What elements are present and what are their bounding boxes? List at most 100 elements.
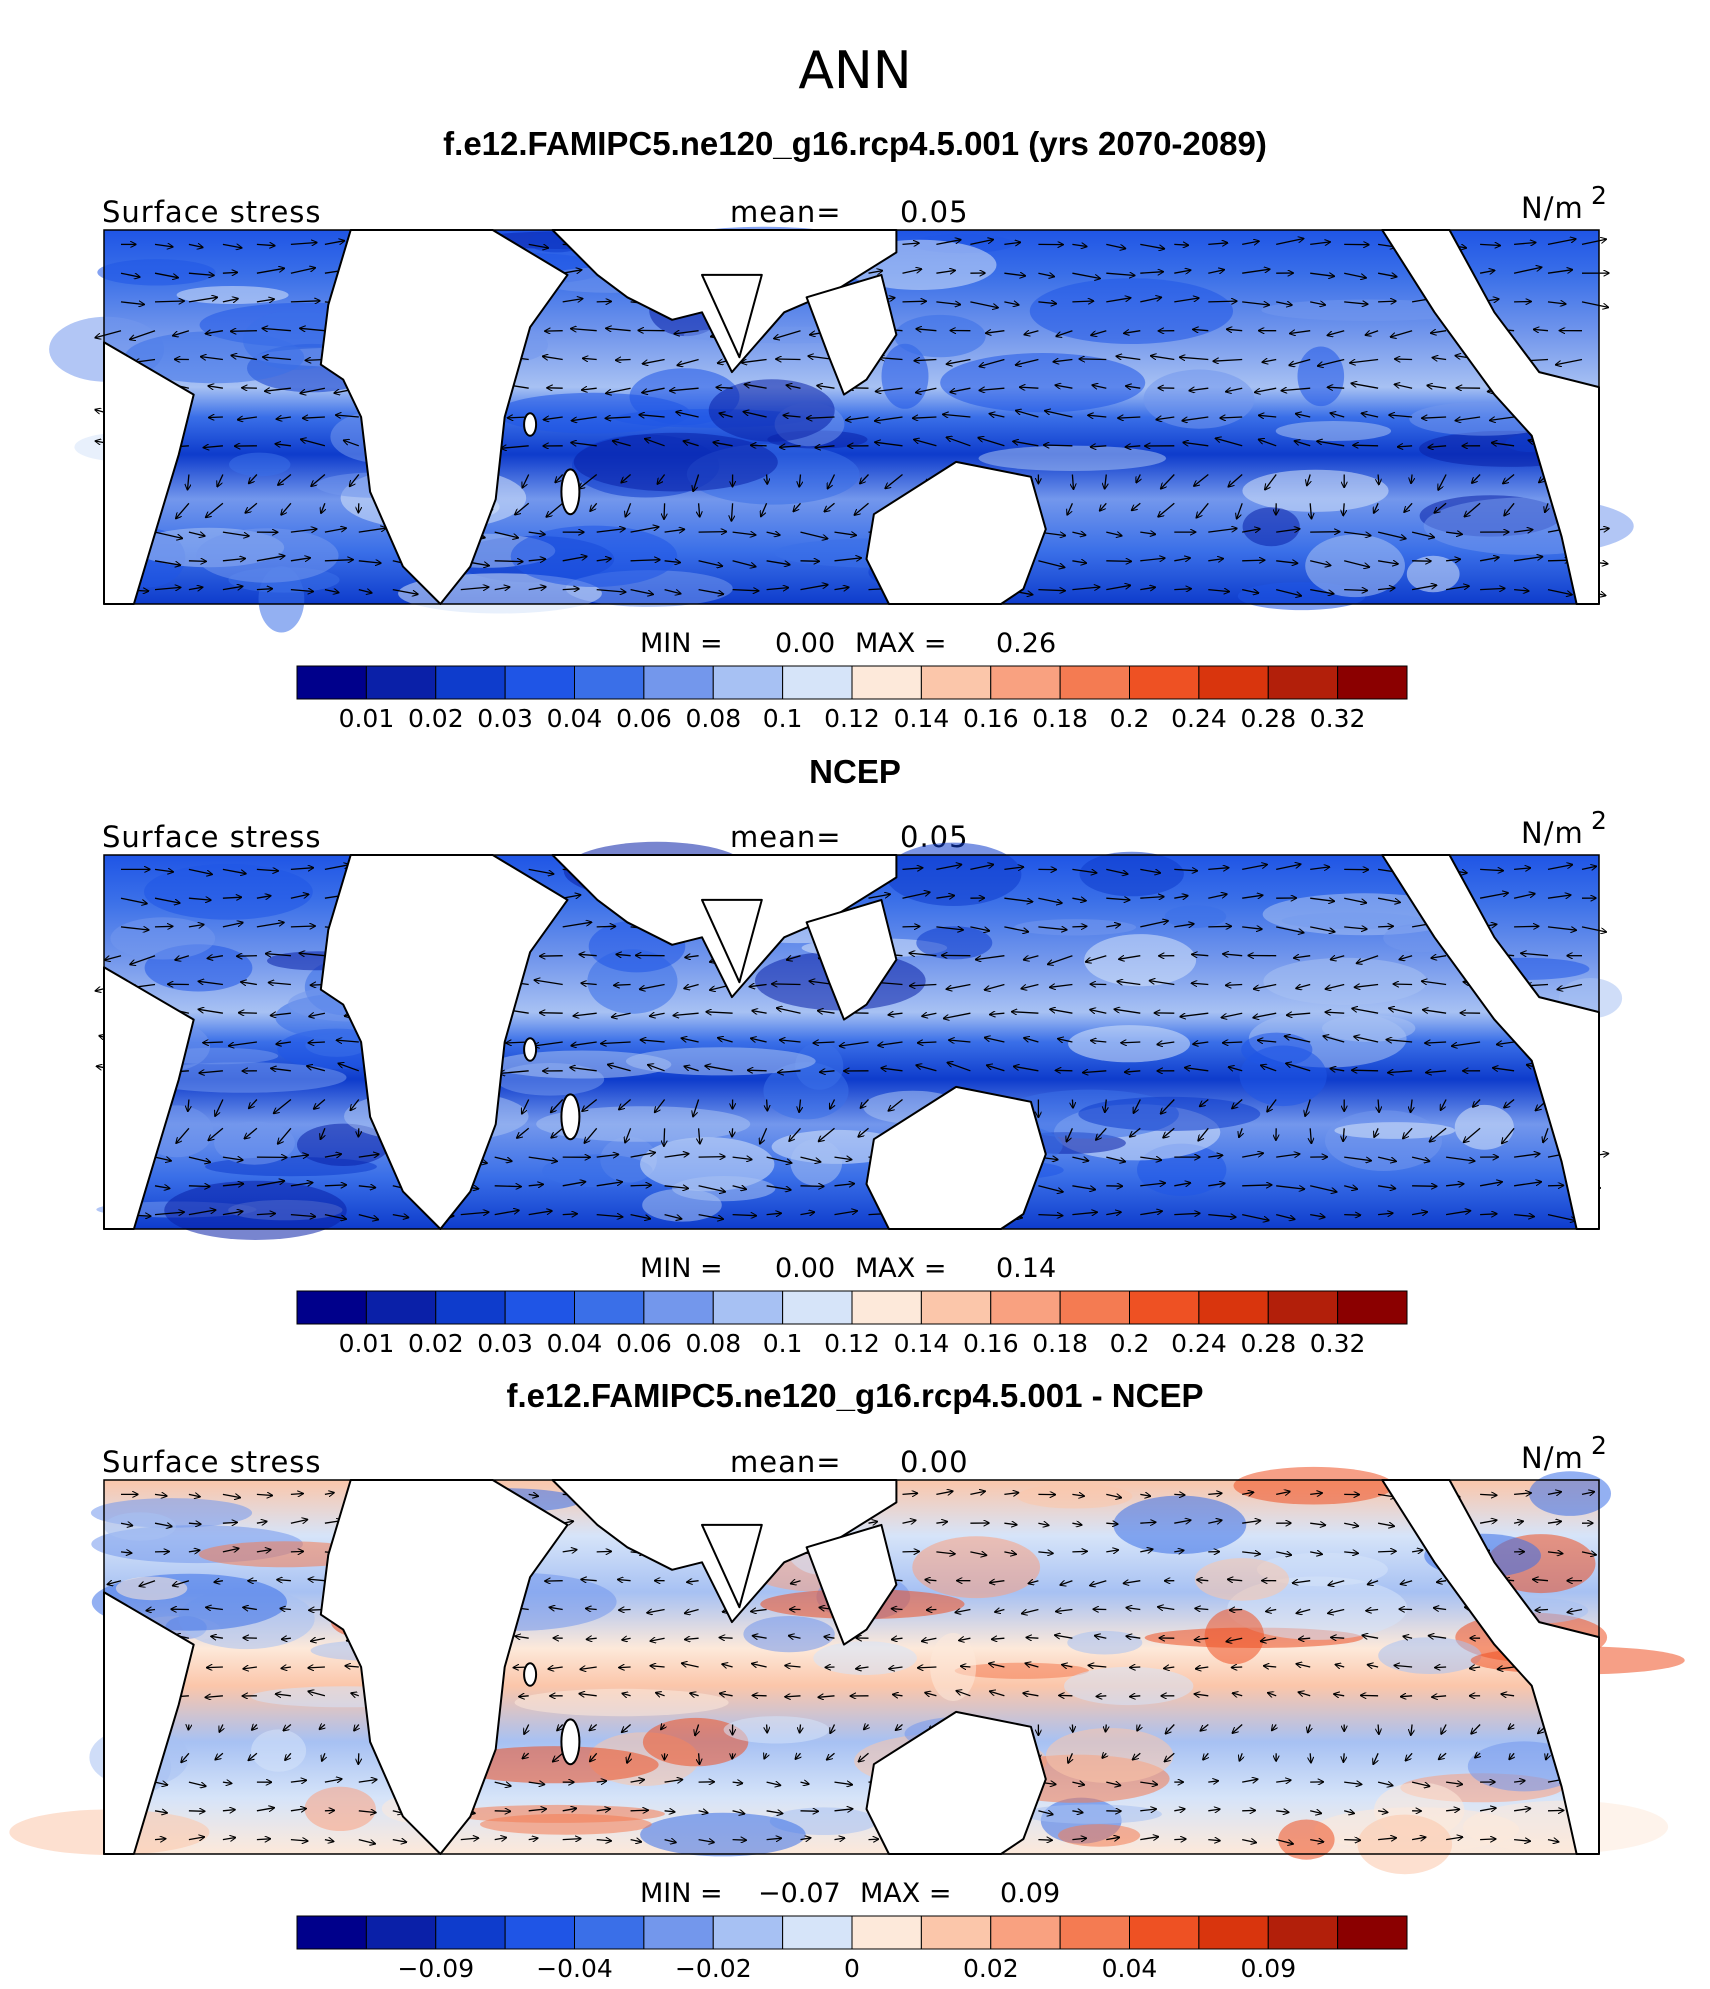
- stress-vector: [1208, 528, 1237, 533]
- stress-vector: [1556, 358, 1583, 365]
- panel-title: NCEP: [809, 753, 901, 790]
- stress-vector: [543, 417, 563, 420]
- panel-title: f.e12.FAMIPC5.ne120_g16.rcp4.5.001 - NCE…: [507, 1377, 1204, 1414]
- stress-vector: [1258, 1040, 1277, 1042]
- stress-vector: [1401, 1696, 1413, 1697]
- colorbar-tick-label: 0.01: [339, 704, 395, 733]
- stress-vector: [936, 240, 961, 246]
- colorbar-tick-label: 0.16: [963, 1329, 1019, 1358]
- stress-vector: [1262, 360, 1277, 363]
- mean-value: 0.00: [900, 1445, 969, 1479]
- stress-vector: [1543, 1128, 1549, 1142]
- stress-vector: [699, 503, 700, 517]
- stress-vector: [1239, 1128, 1242, 1137]
- stress-vector: [1242, 895, 1263, 898]
- stress-vector: [274, 1098, 292, 1114]
- colorbar-swatch: [1059, 1915, 1131, 1950]
- stress-vector: [1344, 590, 1367, 591]
- stress-vector: [1276, 926, 1304, 933]
- landmass: [805, 273, 898, 396]
- stress-vector: [1083, 1071, 1107, 1073]
- colorbar-swatch: [1337, 1915, 1408, 1950]
- stress-vector: [1547, 239, 1576, 246]
- stress-vector: [1114, 1009, 1141, 1014]
- stress-vector: [1038, 897, 1062, 903]
- stress-vector: [596, 559, 611, 561]
- stress-vector: [1132, 502, 1141, 510]
- stress-vector: [918, 1042, 937, 1043]
- stress-vector: [846, 417, 869, 420]
- stress-vector: [207, 956, 224, 959]
- stress-vector: [188, 1811, 205, 1812]
- stress-vector: [1377, 897, 1400, 902]
- stress-vector: [664, 529, 685, 532]
- stress-vector: [1242, 560, 1265, 561]
- stress-vector: [1091, 1041, 1107, 1043]
- stress-vector: [1259, 415, 1277, 417]
- field-patch: [1261, 299, 1477, 321]
- colorbar-swatch: [990, 665, 1061, 700]
- stress-vector: [1237, 503, 1243, 519]
- stress-vector: [1389, 415, 1413, 417]
- stress-vector: [1492, 443, 1515, 446]
- stress-vector: [154, 1157, 171, 1161]
- field-patch: [229, 452, 291, 477]
- stress-vector: [1514, 1154, 1540, 1158]
- stress-vector: [787, 955, 801, 960]
- colorbar-swatch: [920, 1915, 992, 1950]
- colorbar-tick-label: 0.06: [616, 1329, 672, 1358]
- field-patch: [790, 1139, 843, 1186]
- field-patch: [640, 1812, 806, 1857]
- stress-vector: [916, 387, 937, 392]
- stress-vector: [813, 1042, 835, 1043]
- stress-vector: [1310, 898, 1334, 901]
- mean-value: 0.05: [900, 195, 969, 229]
- stress-vector: [1294, 956, 1311, 958]
- stress-vector: [1119, 956, 1141, 960]
- mean-label: mean=: [730, 1445, 842, 1479]
- stress-vector: [1343, 503, 1344, 515]
- stress-vector: [1133, 1099, 1141, 1114]
- stress-vector: [640, 1040, 665, 1042]
- stress-vector: [766, 1185, 791, 1190]
- stress-vector: [1038, 273, 1054, 276]
- stress-vector: [1208, 590, 1229, 592]
- stress-vector: [1378, 474, 1379, 485]
- stress-vector: [986, 331, 1005, 334]
- stress-vector: [290, 529, 317, 532]
- stress-vector: [130, 955, 156, 965]
- colorbar-tick-label: 0: [844, 1954, 860, 1983]
- stress-vector: [1193, 329, 1209, 330]
- stress-vector: [1180, 1012, 1209, 1017]
- stress-vector: [215, 1099, 224, 1117]
- stress-vector: [834, 558, 862, 561]
- stress-vector: [1463, 1127, 1481, 1142]
- stress-vector: [1534, 329, 1549, 330]
- stress-vector: [946, 358, 971, 365]
- stress-vector: [1464, 502, 1481, 516]
- stress-vector: [1504, 1098, 1515, 1108]
- stress-vector: [1079, 359, 1107, 360]
- stress-vector: [1196, 502, 1209, 518]
- stress-vector: [584, 1127, 598, 1143]
- stress-vector: [936, 896, 954, 899]
- stress-vector: [290, 926, 315, 927]
- field-patch: [1275, 421, 1392, 441]
- stress-vector: [1318, 358, 1345, 367]
- stress-vector: [256, 244, 275, 245]
- stress-vector: [1374, 1128, 1378, 1137]
- stress-vector: [1072, 868, 1096, 873]
- stress-vector: [358, 1753, 359, 1764]
- field-patch: [916, 926, 993, 960]
- stress-vector: [1374, 503, 1378, 513]
- stress-vector: [1208, 270, 1224, 274]
- stress-vector: [1072, 532, 1085, 535]
- stress-vector: [793, 502, 801, 511]
- stress-vector: [1426, 1071, 1447, 1073]
- stress-vector: [642, 387, 665, 393]
- stress-vector: [1088, 415, 1107, 417]
- stress-vector: [1228, 1067, 1243, 1071]
- stress-vector: [571, 1041, 597, 1046]
- field-patch: [1297, 346, 1345, 407]
- stress-vector: [1106, 1724, 1107, 1732]
